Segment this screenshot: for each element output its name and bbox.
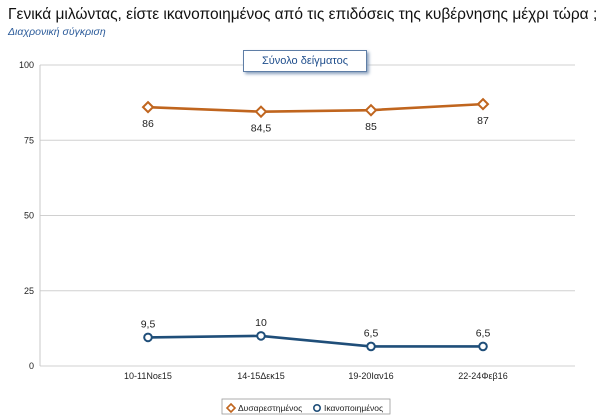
data-label: 87: [477, 115, 489, 127]
y-axis: 0 25 50 75 100: [19, 60, 41, 371]
data-point: [141, 100, 155, 114]
x-tick-label: 19-20Ιαν16: [348, 371, 393, 381]
data-point: [366, 341, 376, 352]
x-tick-label: 22-24Φεβ16: [458, 371, 507, 381]
series-line: [147, 102, 484, 113]
chart-title: Γενικά μιλώντας, είστε ικανοποιημένος απ…: [8, 6, 598, 23]
y-tick-label: 25: [24, 286, 34, 296]
series-dissatisfied: 86 84,5 85 87: [141, 97, 490, 135]
sample-label-box: Σύνολο δείγματος: [243, 50, 367, 72]
legend-frame: [221, 398, 391, 415]
x-tick-label: 10-11Νοε15: [124, 371, 172, 381]
x-axis: 10-11Νοε15 14-15Δεκ15 19-20Ιαν16 22-24Φεβ16: [124, 371, 508, 381]
data-label: 86: [142, 118, 154, 130]
data-label: 84,5: [251, 123, 272, 135]
data-point: [364, 103, 378, 117]
legend-diamond-marker: [225, 402, 237, 414]
legend-circle-marker: [312, 403, 321, 412]
data-point: [256, 331, 266, 341]
chart-subtitle: Διαχρονική σύγκριση: [8, 26, 106, 38]
y-tick-label: 100: [19, 60, 34, 70]
data-point: [476, 97, 490, 111]
data-point: [478, 341, 488, 352]
data-label: 10: [255, 317, 267, 329]
data-point: [143, 332, 153, 343]
y-tick-label: 50: [24, 211, 34, 221]
x-tick-label: 14-15Δεκ15: [237, 371, 285, 381]
data-label: 85: [365, 121, 377, 133]
data-point: [254, 105, 268, 119]
y-tick-label: 0: [29, 361, 34, 371]
data-label: 9,5: [141, 318, 156, 330]
data-label: 6,5: [364, 327, 379, 339]
series-line: [147, 334, 483, 348]
y-tick-label: 75: [24, 135, 34, 145]
legend-label: Ικανοποιημένος: [324, 403, 383, 413]
series-layer: 86 84,5 85 87 9,5 10 6,5 6,5: [141, 97, 491, 352]
legend-label: Δυσαρεστημένος: [238, 403, 302, 413]
legend: Δυσαρεστημένος Ικανοποιημένος: [221, 398, 391, 415]
series-satisfied: 9,5 10 6,5 6,5: [141, 317, 491, 352]
data-label: 6,5: [476, 327, 491, 339]
